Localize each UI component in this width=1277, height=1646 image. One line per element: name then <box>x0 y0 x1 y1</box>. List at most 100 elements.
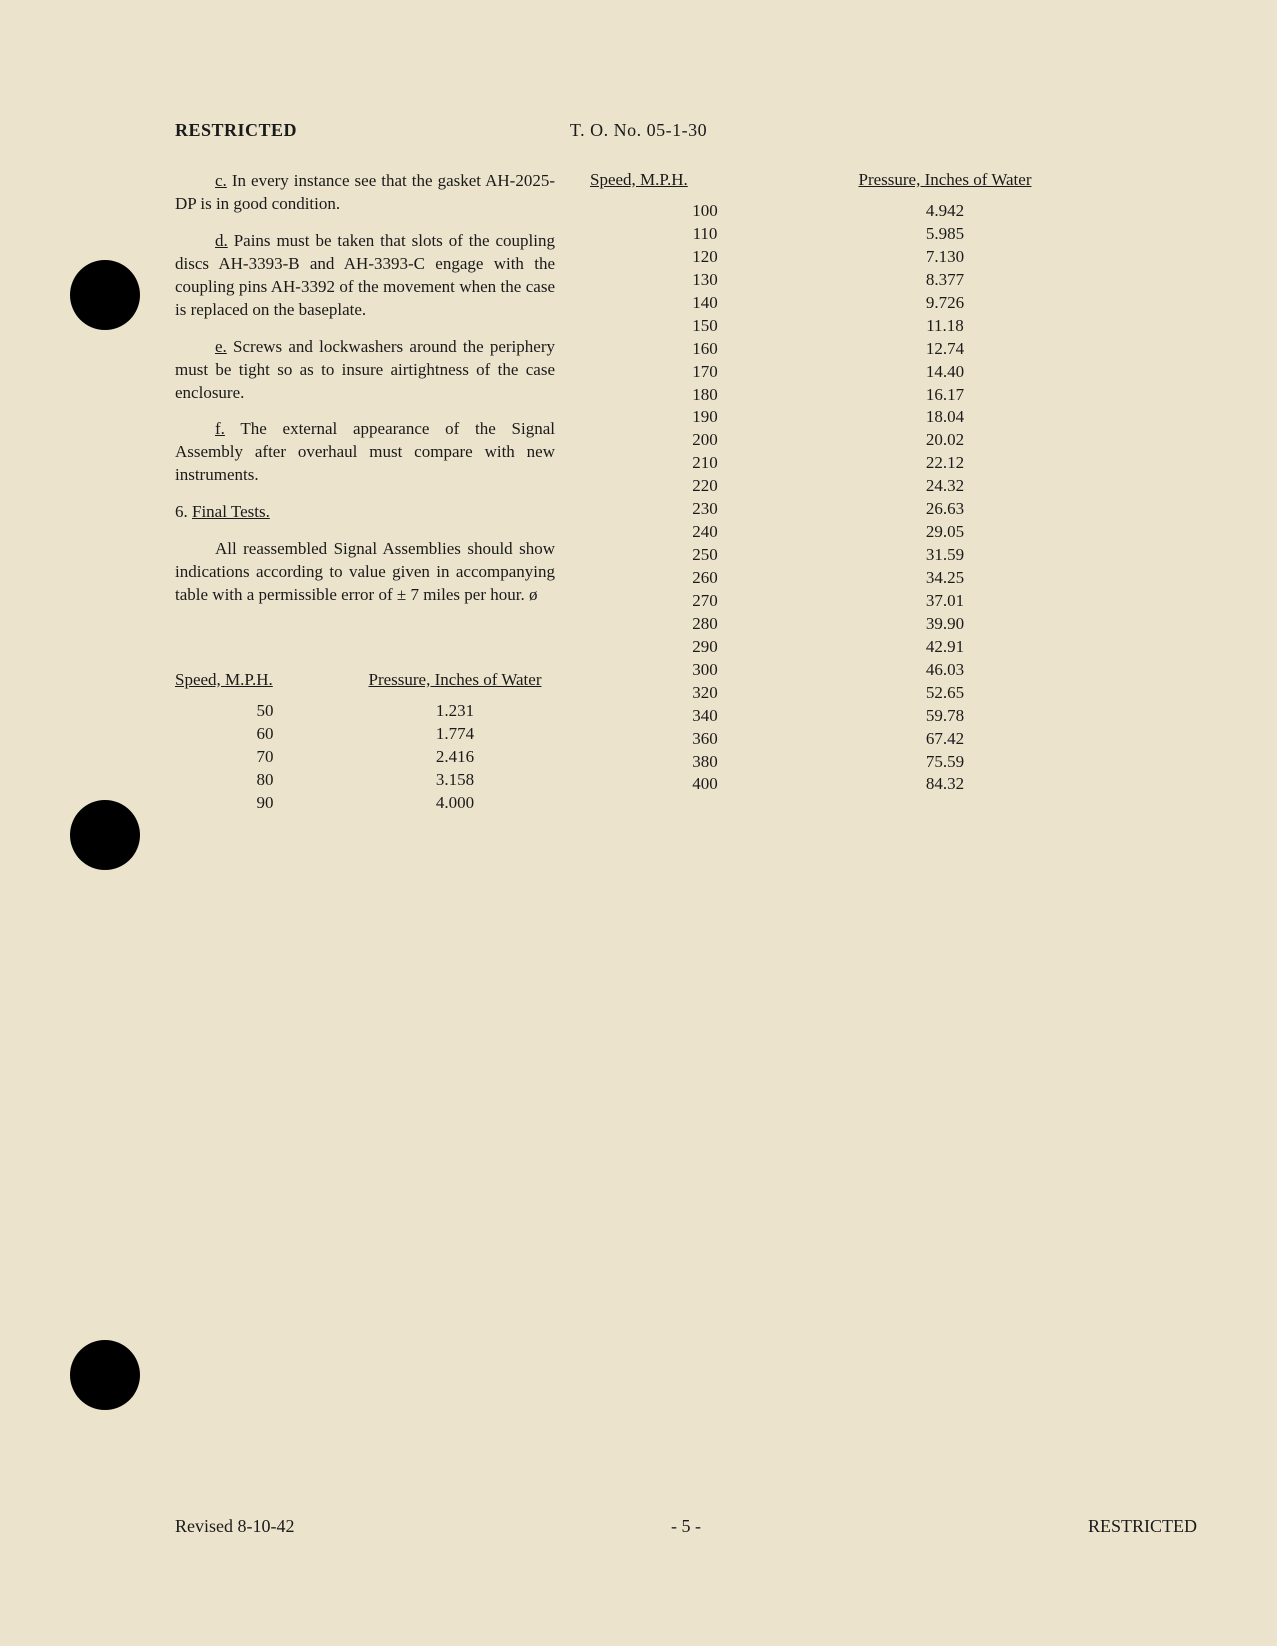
table-header-row: Speed, M.P.H. Pressure, Inches of Water <box>590 170 1100 190</box>
cell-speed: 320 <box>590 682 790 705</box>
cell-pressure: 26.63 <box>790 498 1100 521</box>
table-row: 22024.32 <box>590 475 1100 498</box>
cell-speed: 340 <box>590 705 790 728</box>
cell-pressure: 20.02 <box>790 429 1100 452</box>
cell-speed: 250 <box>590 544 790 567</box>
table-row: 1105.985 <box>590 223 1100 246</box>
paragraph-d: d. Pains must be taken that slots of the… <box>175 230 555 322</box>
paragraph-final-tests: All reassembled Signal Assemblies should… <box>175 538 555 607</box>
cell-pressure: 3.158 <box>355 769 555 792</box>
cell-pressure: 4.000 <box>355 792 555 815</box>
cell-pressure: 75.59 <box>790 751 1100 774</box>
table-row: 20020.02 <box>590 429 1100 452</box>
paragraph-text: All reassembled Signal Assemblies should… <box>175 539 555 604</box>
cell-speed: 240 <box>590 521 790 544</box>
cell-speed: 90 <box>175 792 355 815</box>
cell-pressure: 31.59 <box>790 544 1100 567</box>
table-row: 24029.05 <box>590 521 1100 544</box>
cell-pressure: 1.231 <box>355 700 555 723</box>
item-letter: e. <box>215 337 227 356</box>
table-row: 1207.130 <box>590 246 1100 269</box>
document-page: RESTRICTED T. O. No. 05-1-30 c. In every… <box>0 0 1277 1646</box>
table-row: 17014.40 <box>590 361 1100 384</box>
column-header-speed: Speed, M.P.H. <box>175 670 355 690</box>
cell-speed: 400 <box>590 773 790 796</box>
cell-pressure: 84.32 <box>790 773 1100 796</box>
cell-speed: 150 <box>590 315 790 338</box>
footer-page-number: - 5 - <box>175 1516 1197 1537</box>
table-row: 29042.91 <box>590 636 1100 659</box>
table-row: 601.774 <box>175 723 555 746</box>
table-row: 36067.42 <box>590 728 1100 751</box>
column-header-pressure: Pressure, Inches of Water <box>355 670 555 690</box>
table-row: 803.158 <box>175 769 555 792</box>
cell-speed: 380 <box>590 751 790 774</box>
cell-speed: 50 <box>175 700 355 723</box>
cell-pressure: 37.01 <box>790 590 1100 613</box>
cell-speed: 170 <box>590 361 790 384</box>
punch-hole-icon <box>70 260 140 330</box>
table-row: 38075.59 <box>590 751 1100 774</box>
data-table-left: Speed, M.P.H. Pressure, Inches of Water … <box>175 670 555 815</box>
data-table-right: Speed, M.P.H. Pressure, Inches of Water … <box>590 170 1100 796</box>
cell-speed: 200 <box>590 429 790 452</box>
table-row: 702.416 <box>175 746 555 769</box>
header-document-number: T. O. No. 05-1-30 <box>0 120 1277 141</box>
section-number: 6. <box>175 502 188 521</box>
table-row: 34059.78 <box>590 705 1100 728</box>
cell-pressure: 52.65 <box>790 682 1100 705</box>
paragraph-e: e. Screws and lockwashers around the per… <box>175 336 555 405</box>
cell-speed: 190 <box>590 406 790 429</box>
table-row: 1004.942 <box>590 200 1100 223</box>
table-row: 18016.17 <box>590 384 1100 407</box>
paragraph-f: f. The external appearance of the Signal… <box>175 418 555 487</box>
cell-speed: 260 <box>590 567 790 590</box>
cell-pressure: 34.25 <box>790 567 1100 590</box>
cell-pressure: 5.985 <box>790 223 1100 246</box>
body-text-column: c. In every instance see that the gasket… <box>175 170 555 621</box>
cell-pressure: 67.42 <box>790 728 1100 751</box>
table-row: 904.000 <box>175 792 555 815</box>
cell-speed: 70 <box>175 746 355 769</box>
table-row: 30046.03 <box>590 659 1100 682</box>
item-letter: c. <box>215 171 227 190</box>
cell-pressure: 8.377 <box>790 269 1100 292</box>
table-row: 1409.726 <box>590 292 1100 315</box>
section-heading: 6. Final Tests. <box>175 501 555 524</box>
table-row: 16012.74 <box>590 338 1100 361</box>
cell-speed: 100 <box>590 200 790 223</box>
paragraph-text: Screws and lockwashers around the periph… <box>175 337 555 402</box>
cell-pressure: 29.05 <box>790 521 1100 544</box>
cell-speed: 280 <box>590 613 790 636</box>
column-header-speed: Speed, M.P.H. <box>590 170 790 190</box>
table-row: 19018.04 <box>590 406 1100 429</box>
footer-classification: RESTRICTED <box>1088 1516 1197 1537</box>
column-header-pressure: Pressure, Inches of Water <box>790 170 1100 190</box>
table-row: 25031.59 <box>590 544 1100 567</box>
paragraph-text: Pains must be taken that slots of the co… <box>175 231 555 319</box>
cell-pressure: 24.32 <box>790 475 1100 498</box>
cell-speed: 160 <box>590 338 790 361</box>
cell-pressure: 2.416 <box>355 746 555 769</box>
cell-pressure: 39.90 <box>790 613 1100 636</box>
table-header-row: Speed, M.P.H. Pressure, Inches of Water <box>175 670 555 690</box>
cell-speed: 230 <box>590 498 790 521</box>
table-row: 26034.25 <box>590 567 1100 590</box>
item-letter: d. <box>215 231 228 250</box>
section-title: Final Tests. <box>192 502 270 521</box>
cell-speed: 80 <box>175 769 355 792</box>
cell-pressure: 7.130 <box>790 246 1100 269</box>
cell-pressure: 11.18 <box>790 315 1100 338</box>
cell-pressure: 9.726 <box>790 292 1100 315</box>
table-row: 501.231 <box>175 700 555 723</box>
cell-pressure: 22.12 <box>790 452 1100 475</box>
table-row: 28039.90 <box>590 613 1100 636</box>
cell-pressure: 59.78 <box>790 705 1100 728</box>
cell-pressure: 16.17 <box>790 384 1100 407</box>
cell-pressure: 4.942 <box>790 200 1100 223</box>
cell-pressure: 1.774 <box>355 723 555 746</box>
cell-speed: 140 <box>590 292 790 315</box>
table-row: 27037.01 <box>590 590 1100 613</box>
table-row: 32052.65 <box>590 682 1100 705</box>
paragraph-c: c. In every instance see that the gasket… <box>175 170 555 216</box>
